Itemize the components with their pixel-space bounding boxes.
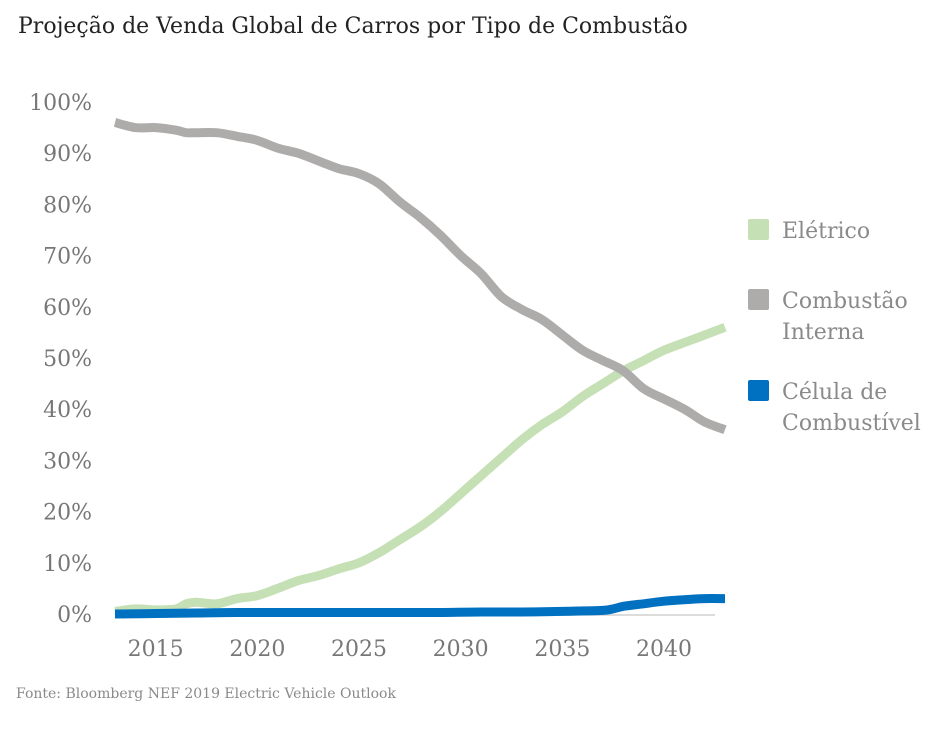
x-tick-label: 2020 [229, 637, 285, 662]
series-line-2 [114, 594, 726, 619]
source-note: Fonte: Bloomberg NEF 2019 Electric Vehic… [16, 686, 396, 702]
y-tick-label: 20% [43, 501, 92, 526]
legend-label: Interna [782, 320, 865, 345]
series-line-0 [114, 323, 727, 616]
y-tick-label: 90% [43, 142, 92, 167]
series-line-1 [113, 118, 727, 434]
legend-swatch [748, 289, 769, 310]
x-tick-label: 2030 [433, 637, 489, 662]
y-tick-label: 40% [43, 398, 92, 423]
axes: 0% 10% 20% 30% 40% 50% 60% 70% 80% 90% 100% 2015 202… [29, 91, 715, 662]
legend-label: Elétrico [782, 219, 870, 244]
x-tick-label: 2040 [636, 637, 692, 662]
chart-title: Projeção de Venda Global de Carros por T… [18, 14, 688, 39]
legend-swatch [748, 219, 769, 240]
y-tick-label: 100% [29, 91, 92, 116]
y-tick-label: 70% [43, 245, 92, 270]
legend-swatch [748, 380, 769, 401]
y-tick-label: 50% [43, 347, 92, 372]
x-tick-label: 2035 [534, 637, 590, 662]
series-layer [113, 118, 727, 619]
y-tick-label: 60% [43, 296, 92, 321]
legend: Elétrico Combustão Interna Célula de Combust… [748, 219, 921, 436]
x-tick-label: 2025 [331, 637, 387, 662]
y-tick-label: 80% [43, 193, 92, 218]
y-tick-label: 10% [43, 552, 92, 577]
y-tick-label: 0% [57, 603, 92, 628]
legend-label: Combustível [782, 411, 921, 436]
legend-label: Célula de [782, 380, 887, 405]
y-tick-label: 30% [43, 449, 92, 474]
legend-label: Combustão [782, 289, 908, 314]
x-tick-label: 2015 [128, 637, 184, 662]
